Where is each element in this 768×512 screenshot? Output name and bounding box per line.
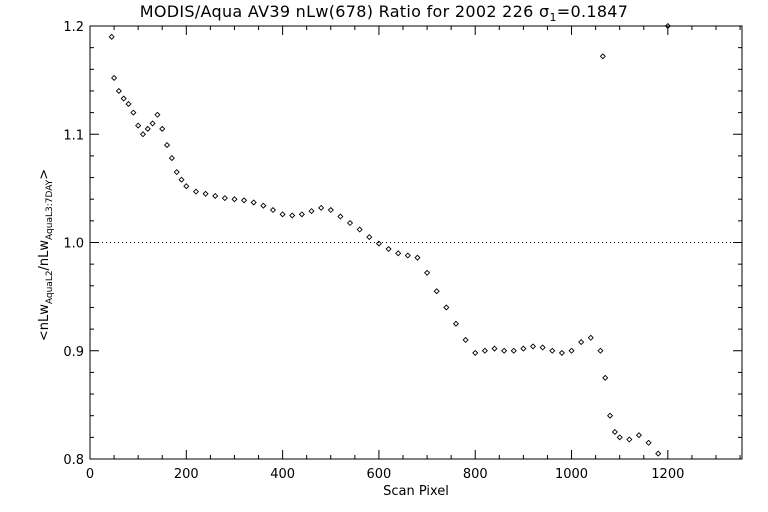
data-point xyxy=(549,347,556,354)
data-point xyxy=(260,202,267,209)
data-point xyxy=(599,53,606,60)
data-point xyxy=(433,288,440,295)
data-point xyxy=(154,111,161,118)
data-point xyxy=(443,304,450,311)
data-point xyxy=(192,188,199,195)
data-point xyxy=(298,211,305,218)
data-point xyxy=(168,155,175,162)
x-axis-label: Scan Pixel xyxy=(383,484,449,499)
data-point xyxy=(626,436,633,443)
data-point xyxy=(424,269,431,276)
data-point xyxy=(115,87,122,94)
data-point xyxy=(664,22,671,30)
data-point xyxy=(212,192,219,199)
y-tick-label: 1.1 xyxy=(63,128,84,143)
data-point xyxy=(139,131,147,138)
data-point xyxy=(529,343,537,350)
data-point xyxy=(616,434,623,441)
data-point xyxy=(452,320,460,327)
data-point xyxy=(308,208,315,215)
data-point xyxy=(602,374,609,381)
data-point xyxy=(221,195,228,202)
x-tick-label: 800 xyxy=(463,467,488,482)
data-point xyxy=(385,245,392,253)
x-tick-label: 400 xyxy=(270,467,295,482)
data-point xyxy=(159,125,166,132)
data-point xyxy=(346,219,354,227)
x-tick-label: 0 xyxy=(86,467,94,482)
data-point xyxy=(587,334,594,341)
data-point xyxy=(202,190,209,197)
y-tick-label: 0.8 xyxy=(63,453,84,468)
data-point xyxy=(149,120,156,127)
data-point xyxy=(375,240,382,247)
data-point xyxy=(558,349,565,356)
data-point xyxy=(130,109,137,116)
data-point xyxy=(635,432,642,439)
data-point xyxy=(173,169,180,176)
chart-title: MODIS/Aqua AV39 nLw(678) Ratio for 2002 … xyxy=(139,2,629,25)
axis-ticks: 0 200 400 600 800 1000 1200 0.8 0.9 1.0 1.1 1.2 xyxy=(63,20,742,482)
data-point xyxy=(318,204,325,211)
data-point xyxy=(645,439,652,446)
x-tick-label: 200 xyxy=(174,467,199,482)
data-point xyxy=(356,226,363,233)
data-point xyxy=(404,252,411,259)
data-point xyxy=(597,347,604,354)
data-point xyxy=(108,33,115,40)
data-point xyxy=(178,176,185,183)
data-point xyxy=(111,74,118,81)
data-point xyxy=(241,197,248,204)
data-point xyxy=(607,412,614,419)
data-point xyxy=(289,212,296,219)
data-point xyxy=(144,125,151,132)
data-point xyxy=(183,183,190,190)
data-point xyxy=(611,428,618,435)
data-point xyxy=(462,336,469,343)
data-point xyxy=(481,347,488,354)
data-point xyxy=(120,95,127,102)
data-point xyxy=(520,345,527,352)
data-point xyxy=(510,347,517,354)
y-axis-label: <nLwAquaL2/nLwAquaL3:7DAY> xyxy=(37,168,55,342)
data-point xyxy=(366,234,373,241)
data-point xyxy=(568,347,575,354)
data-point xyxy=(164,142,171,149)
x-tick-label: 600 xyxy=(367,467,392,482)
data-points xyxy=(108,22,671,457)
data-point xyxy=(491,345,498,352)
data-point xyxy=(655,450,662,457)
x-tick-label: 1200 xyxy=(651,467,684,482)
data-point xyxy=(539,344,546,351)
data-point xyxy=(472,349,479,356)
data-point xyxy=(250,199,257,206)
data-point xyxy=(578,339,585,346)
y-tick-label: 1.2 xyxy=(63,20,84,35)
data-point xyxy=(135,122,142,129)
data-point xyxy=(501,347,508,354)
data-point xyxy=(279,211,286,218)
data-point xyxy=(231,196,238,203)
data-point xyxy=(125,100,132,107)
plot-frame xyxy=(89,25,743,460)
data-point xyxy=(337,213,344,220)
y-tick-label: 0.9 xyxy=(63,345,84,360)
data-point xyxy=(414,254,421,261)
data-point xyxy=(327,206,334,214)
data-point xyxy=(395,250,402,257)
y-tick-label: 1.0 xyxy=(63,237,84,252)
data-point xyxy=(269,206,277,214)
x-tick-label: 1000 xyxy=(555,467,588,482)
